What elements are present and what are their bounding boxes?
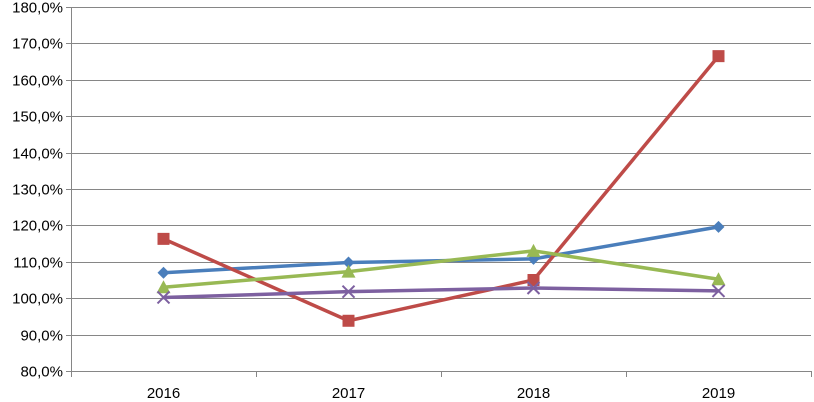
grid-lines [71, 7, 811, 336]
y-tick-label: 100,0% [12, 291, 63, 308]
y-tick-label: 80,0% [20, 364, 63, 381]
series-3 [156, 243, 726, 294]
series-1 [157, 220, 725, 279]
series-4-point-2016-b [156, 290, 171, 305]
series-4-line [161, 286, 721, 300]
series-4 [156, 281, 726, 305]
x-tick-label-2019: 2019 [702, 385, 735, 402]
series-3-point-2018 [526, 243, 541, 257]
series-2-point-2017 [342, 314, 355, 327]
series-3-point-2016 [156, 280, 171, 294]
series-3-line [161, 249, 721, 290]
y-tick-label: 110,0% [13, 255, 63, 272]
x-tick-label-2017: 2017 [332, 385, 365, 402]
y-tick-label: 130,0% [12, 182, 63, 199]
series-4-point-2019 [711, 284, 726, 298]
y-tick-label: 160,0% [12, 73, 63, 90]
y-tick-label: 140,0% [12, 146, 63, 163]
series-4-point-2019-b [711, 284, 726, 298]
series-3-point-2017 [341, 264, 356, 278]
x-tick-labels: 2016 2017 2018 2019 [147, 385, 735, 402]
y-tick-label: 120,0% [12, 218, 63, 235]
series-1-point-2019 [712, 220, 725, 233]
y-tick-label: 170,0% [12, 36, 63, 53]
series-group [156, 50, 726, 327]
series-4-point-2017-b [341, 284, 356, 299]
series-2-point-2019 [712, 50, 725, 63]
series-1-point-2016 [157, 266, 170, 279]
y-tick-label: 150,0% [12, 109, 63, 126]
series-3-point-2019 [711, 272, 726, 286]
x-tick-label-2018: 2018 [517, 385, 550, 402]
series-4-point-2018 [526, 281, 541, 295]
series-4-point-2016 [156, 290, 171, 305]
series-1-point-2017 [342, 256, 355, 269]
series-2-point-2016 [157, 232, 170, 245]
series-4-point-2018-b [526, 281, 541, 295]
y-tick-labels: 80,0% 90,0% 100,0% 110,0% 120,0% 130,0% 140,0%… [12, 0, 63, 381]
series-2-point-2018 [527, 274, 540, 286]
y-tick-label: 180,0% [12, 0, 63, 17]
series-2 [157, 50, 725, 327]
y-tick-label: 90,0% [20, 328, 63, 345]
series-4-point-2017 [341, 284, 356, 299]
x-tick-label-2016: 2016 [147, 385, 180, 402]
axes [66, 7, 812, 377]
